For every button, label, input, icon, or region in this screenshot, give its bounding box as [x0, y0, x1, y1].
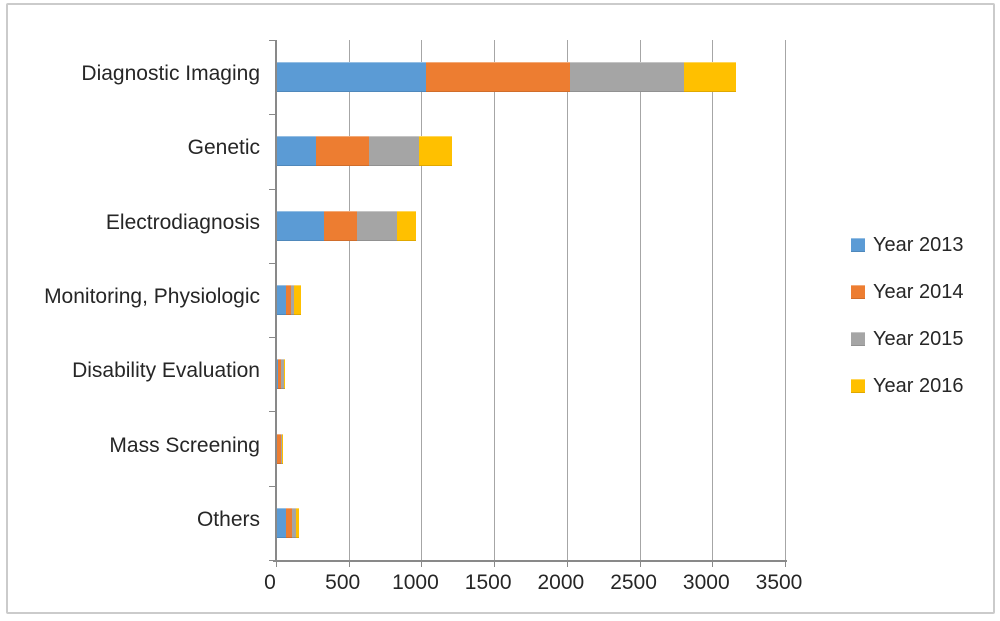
- category-label: Disability Evaluation: [72, 359, 260, 383]
- chart-legend: Year 2013 Year 2014 Year 2015 Year 2016: [851, 234, 963, 422]
- stacked-bar: [276, 62, 737, 93]
- x-axis-tick: [494, 560, 496, 567]
- x-gridline: [494, 40, 496, 560]
- category-label: Genetic: [187, 136, 260, 160]
- x-axis-tick-label: 2500: [610, 571, 657, 594]
- stacked-bar: [276, 136, 452, 167]
- stacked-bar: [276, 210, 417, 241]
- legend-label: Year 2016: [873, 374, 964, 397]
- x-axis-tick: [421, 560, 423, 567]
- stacked-bar: [276, 359, 285, 390]
- bar-segment: [369, 136, 419, 167]
- bar-segment: [294, 284, 301, 315]
- x-axis-tick-label: 2000: [537, 571, 585, 594]
- x-axis-tick: [276, 560, 277, 567]
- y-axis-line: [275, 40, 277, 560]
- bar-segment: [283, 359, 285, 390]
- chart-figure: Diagnostic Imaging Genetic Electrodiagnosi…: [6, 3, 995, 614]
- category-label: Mass Screening: [109, 433, 260, 457]
- x-gridline: [712, 40, 714, 560]
- x-axis-tick-label: 1000: [392, 571, 439, 594]
- bar-segment: [282, 433, 284, 464]
- category-label: Monitoring, Physiologic: [44, 285, 260, 308]
- bar-segment: [569, 62, 684, 93]
- bar-segment: [291, 507, 297, 538]
- category-label: Electrodiagnosis: [105, 210, 260, 234]
- x-gridline: [421, 40, 423, 560]
- legend-swatch: [851, 285, 865, 299]
- y-axis-tick: [269, 262, 276, 264]
- bar-segment: [281, 359, 284, 390]
- x-gridline: [566, 40, 568, 560]
- y-axis-tick: [269, 114, 276, 116]
- bar-row: [276, 114, 785, 188]
- bar-segment: [323, 210, 358, 241]
- x-gridline: [639, 40, 641, 560]
- legend-label: Year 2014: [873, 280, 964, 303]
- x-axis-line: [273, 560, 787, 562]
- bar-segment: [357, 210, 398, 241]
- y-axis-tick: [269, 337, 276, 339]
- x-axis-tick: [348, 560, 350, 567]
- legend-swatch: [851, 379, 865, 393]
- bar-segment: [276, 433, 282, 464]
- x-axis-tick: [712, 560, 714, 567]
- legend-label: Year 2015: [873, 327, 964, 350]
- bar-segment: [418, 136, 452, 167]
- bar-segment: [276, 507, 287, 538]
- bar-segment: [277, 359, 282, 390]
- bar-segment: [291, 284, 295, 315]
- bar-row: [276, 411, 785, 485]
- bar-segment: [296, 507, 299, 538]
- y-axis-tick: [269, 485, 276, 487]
- bar-segment: [397, 210, 417, 241]
- bar-segment: [286, 284, 292, 315]
- x-axis-tick-label: 0: [264, 571, 276, 594]
- legend-swatch: [851, 238, 865, 252]
- x-axis-tick: [785, 560, 786, 567]
- bar-row: [276, 263, 785, 337]
- x-axis-tick-label: 500: [325, 571, 361, 594]
- x-gridline: [785, 40, 786, 560]
- legend-item: Year 2014: [851, 281, 963, 303]
- bar-row: [276, 486, 785, 560]
- bar-segment: [276, 284, 287, 315]
- category-label: Others: [196, 507, 260, 531]
- bar-segment: [276, 62, 426, 93]
- y-axis-tick: [269, 560, 276, 561]
- bar-segment: [425, 62, 570, 93]
- y-axis-tick: [269, 411, 276, 413]
- bar-row: [276, 40, 785, 114]
- bar-segment: [315, 136, 370, 167]
- bar-row: [276, 189, 785, 263]
- bar-segment: [281, 433, 283, 464]
- x-axis-tick: [639, 560, 641, 567]
- y-axis-tick: [269, 188, 276, 190]
- legend-swatch: [851, 332, 865, 346]
- legend-label: Year 2013: [873, 233, 964, 256]
- bar-segment: [683, 62, 737, 93]
- legend-item: Year 2015: [851, 328, 963, 350]
- category-label: Diagnostic Imaging: [81, 62, 260, 86]
- plot-area: [269, 40, 787, 567]
- x-axis-tick-label: 3500: [755, 571, 803, 594]
- legend-item: Year 2013: [851, 234, 963, 256]
- y-axis-tick: [269, 40, 276, 41]
- stacked-bar: [276, 284, 301, 315]
- x-axis-tick-label: 1500: [464, 571, 512, 594]
- x-gridline: [348, 40, 350, 560]
- bar-segment: [286, 507, 292, 538]
- x-axis-tick: [566, 560, 568, 567]
- legend-item: Year 2016: [851, 375, 963, 397]
- bar-row: [276, 337, 785, 411]
- x-axis-tick-label: 3000: [682, 571, 730, 594]
- bar-segment: [276, 136, 316, 167]
- stacked-bar: [276, 507, 299, 538]
- stacked-bar: [276, 433, 284, 464]
- bar-segment: [276, 210, 324, 241]
